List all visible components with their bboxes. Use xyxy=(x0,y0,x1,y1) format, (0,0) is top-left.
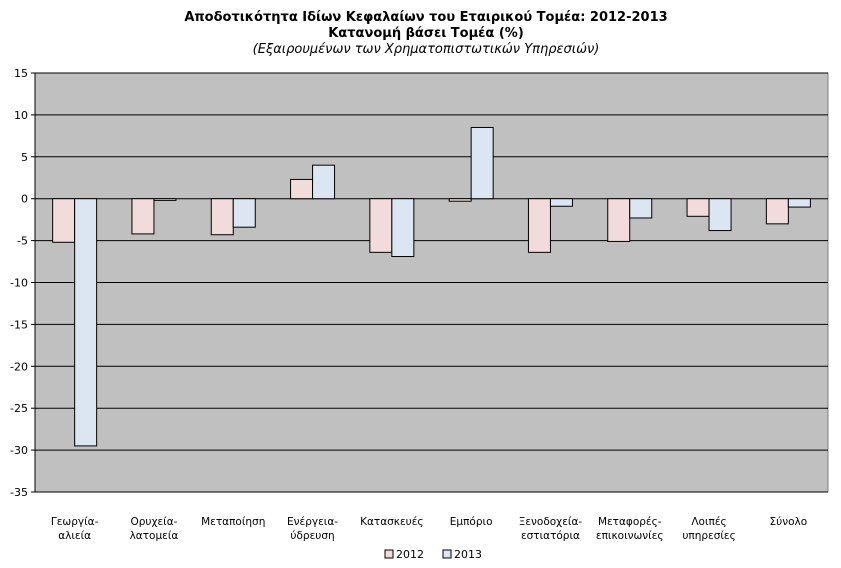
bar-2012 xyxy=(131,198,155,235)
y-axis: 15 10 5 0 -5 -10 -15 -20 -25 -30 -35 xyxy=(10,67,36,499)
y-tick-label: 10 xyxy=(14,109,28,122)
legend-swatch-2013 xyxy=(442,549,452,559)
x-category-label: εστιατόρια xyxy=(521,530,580,542)
x-category-label: Κατασκευές xyxy=(360,516,423,528)
bar-2012 xyxy=(686,198,710,217)
x-category-label: Ενέργεια- xyxy=(287,516,338,528)
y-tick-label: -5 xyxy=(17,235,28,248)
bar-2013 xyxy=(708,198,732,232)
bar-2013 xyxy=(312,164,336,200)
y-tick-label: -10 xyxy=(10,277,28,290)
x-category-label: Λοιπές xyxy=(691,516,726,528)
y-tick-label: -25 xyxy=(10,402,28,415)
y-tick-label: 0 xyxy=(21,193,28,206)
chart-subtitle: Κατανομή βάσει Τομέα (%) xyxy=(328,26,524,41)
legend-swatch-2012 xyxy=(384,549,394,559)
x-category-label: ύδρευση xyxy=(290,530,334,542)
bar-2013 xyxy=(470,126,494,200)
x-axis-labels: Γεωργία-αλιεία Ορυχεία-λατομεία Μεταποίηση… xyxy=(51,516,807,542)
bar-2012 xyxy=(210,198,234,236)
bar-2013 xyxy=(74,198,98,447)
x-category-label: Γεωργία- xyxy=(51,516,99,528)
y-tick-label: -20 xyxy=(10,360,28,373)
bar-2012 xyxy=(607,198,631,242)
bar-2013 xyxy=(232,198,256,228)
chart-title: Αποδοτικότητα Ιδίων Κεφαλαίων του Εταιρι… xyxy=(184,10,667,25)
gridlines xyxy=(35,72,828,493)
bar-2012 xyxy=(527,198,551,253)
x-category-label: επικοινωνίες xyxy=(596,530,664,542)
x-category-label: Μεταφορές- xyxy=(598,516,662,528)
x-category-label: Μεταποίηση xyxy=(201,516,265,528)
legend-label: 2012 xyxy=(396,548,424,561)
x-category-label: Σύνολο xyxy=(770,516,808,528)
bar-2013 xyxy=(549,198,573,207)
y-tick-label: -15 xyxy=(10,318,28,331)
bar-2012 xyxy=(448,198,472,202)
bar-2012 xyxy=(290,178,314,200)
bar-2012 xyxy=(369,198,393,253)
chart-subtitle-note: (Εξαιρουμένων των Χρηματοπιστωτικών Υπηρ… xyxy=(253,42,600,57)
bar-2012 xyxy=(52,198,76,243)
x-category-label: υπηρεσίες xyxy=(682,530,735,542)
y-tick-label: 15 xyxy=(14,67,28,80)
bars xyxy=(52,126,811,447)
bar-2012 xyxy=(765,198,789,225)
x-category-label: λατομεία xyxy=(130,530,179,542)
legend: 2012 2013 xyxy=(384,548,482,561)
bar-2013 xyxy=(629,198,653,219)
y-tick-label: -35 xyxy=(10,486,28,499)
x-category-label: Ξενοδοχεία- xyxy=(519,516,583,528)
y-tick-label: 5 xyxy=(21,151,28,164)
y-tick-label: -30 xyxy=(10,444,28,457)
bar-2013 xyxy=(153,198,177,201)
x-category-label: αλιεία xyxy=(58,530,91,542)
bar-2013 xyxy=(787,198,811,208)
legend-label: 2013 xyxy=(454,548,482,561)
x-category-label: Εμπόριο xyxy=(450,516,493,528)
bar-2013 xyxy=(391,198,415,258)
x-category-label: Ορυχεία- xyxy=(130,516,177,528)
